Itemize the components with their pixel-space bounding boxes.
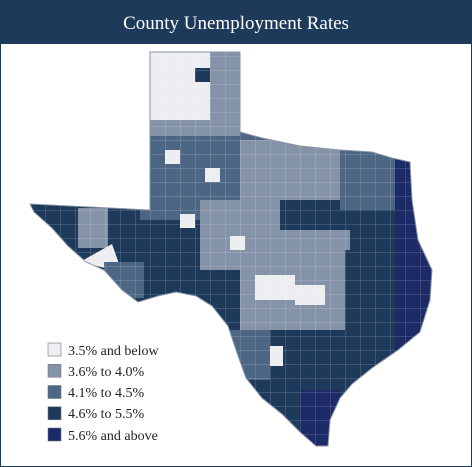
legend-swatch [47, 385, 62, 399]
legend-label: 4.1% to 4.5% [68, 386, 145, 401]
legend-swatch [47, 342, 62, 357]
legend-label: 3.5% and below [68, 344, 159, 359]
title: County Unemployment Rates [123, 13, 349, 34]
legend-label: 3.6% to 4.0% [68, 365, 145, 380]
title-bar [0, 0, 472, 44]
legend-swatch [47, 427, 62, 442]
legend-label: 5.6% and above [68, 429, 158, 444]
legend-label: 4.6% to 5.5% [68, 407, 145, 422]
legend: 3.5% and below 3.6% to 4.0% 4.1% to 4.5%… [47, 342, 159, 444]
legend-swatch [47, 363, 62, 378]
legend-swatch [47, 406, 62, 421]
